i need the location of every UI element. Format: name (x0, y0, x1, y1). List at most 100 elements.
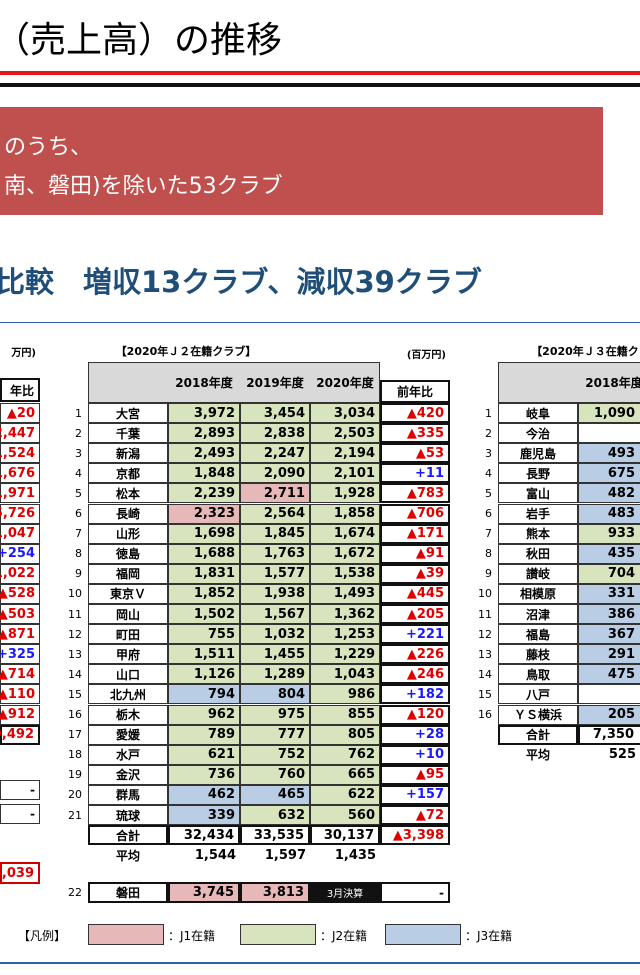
row-number: 18 (68, 748, 82, 762)
club-name: 八戸 (498, 684, 578, 705)
club-name: 東京Ｖ (88, 583, 168, 604)
blank-cell: - (0, 780, 40, 800)
value-cell: 933 (578, 523, 640, 544)
row-number: 2 (75, 426, 82, 440)
legend-label: ：J1在籍 (168, 928, 216, 943)
change-cell: ▲783 (380, 483, 450, 504)
column-header: 2018年度 (585, 375, 640, 390)
value-cell: 665 (310, 764, 380, 785)
value-cell: 3,745 (168, 882, 240, 903)
value-cell: 1,672 (310, 543, 380, 564)
change-cell: ▲714 (0, 664, 40, 685)
legend-swatch (385, 924, 461, 945)
caption: 【2020年Ｊ２在籍クラブ】 (115, 345, 257, 358)
change-cell: +221 (380, 624, 450, 645)
value-cell: 1,928 (310, 483, 380, 504)
row-number: 1 (485, 406, 492, 420)
total-cell: 33,535 (240, 825, 310, 846)
value-cell: 736 (168, 764, 240, 785)
total-cell: 32,434 (168, 825, 240, 846)
club-name: 徳島 (88, 543, 168, 564)
row-number: 11 (68, 607, 82, 621)
value-cell: 752 (240, 744, 310, 765)
club-name: 鹿児島 (498, 443, 578, 464)
value-cell: 794 (168, 684, 240, 705)
club-name: 岡山 (88, 604, 168, 624)
value-cell: 855 (310, 704, 380, 725)
row-number: 16 (478, 708, 492, 721)
club-name: 磐田 (88, 882, 168, 903)
value-cell: 339 (168, 805, 240, 825)
row-number: 14 (478, 667, 492, 681)
value-cell: 789 (168, 724, 240, 745)
value-cell: 2,090 (240, 463, 310, 484)
club-name: 福島 (498, 624, 578, 645)
club-name: 山形 (88, 523, 168, 544)
value-cell: 291 (578, 644, 640, 665)
change-cell: ▲706 (380, 503, 450, 524)
column-header: 2018年度 (175, 375, 233, 390)
row-number: 6 (485, 507, 492, 520)
legend-title: 【凡例】 (18, 928, 67, 943)
row-number: 12 (68, 627, 82, 641)
value-cell: 462 (168, 784, 240, 805)
club-name: 町田 (88, 624, 168, 645)
value-cell: 804 (240, 684, 310, 705)
club-name: 平均 (115, 848, 140, 863)
value-cell: 465 (240, 784, 310, 805)
unit-label: (百万円) (406, 349, 446, 361)
value-cell: 2,493 (168, 443, 240, 464)
row-number: 11 (478, 607, 492, 621)
club-name: 秋田 (498, 543, 578, 564)
club-name: 栃木 (88, 704, 168, 725)
change-cell: ▲335 (380, 423, 450, 444)
banner-line: のうち、 (4, 135, 93, 160)
value-cell: 560 (310, 805, 380, 825)
club-name: 京都 (88, 463, 168, 484)
club-name: 岐阜 (498, 403, 578, 423)
subtitle: 比較 増収13クラブ、減収39クラブ (0, 265, 482, 299)
club-name: 福岡 (88, 563, 168, 584)
value-cell: 1,289 (240, 664, 310, 685)
black-rule (0, 83, 640, 87)
row-number: 3 (485, 446, 492, 460)
value-cell: 483 (578, 503, 640, 524)
change-cell: +182 (380, 684, 450, 705)
club-name: 大宮 (88, 403, 168, 423)
value-cell: 1,852 (168, 583, 240, 604)
club-name: 相模原 (498, 583, 578, 604)
club-name: 水戸 (88, 744, 168, 765)
change-cell: +11 (380, 463, 450, 484)
value-cell: 1,511 (168, 644, 240, 665)
value-cell: 435 (578, 543, 640, 564)
change-cell: 1,676 (0, 463, 40, 484)
value-cell: 2,247 (240, 443, 310, 464)
row-number: 20 (68, 788, 82, 802)
extra-cell: 3,039 (0, 862, 40, 884)
club-name: 愛媛 (88, 724, 168, 745)
value-cell: 2,101 (310, 463, 380, 484)
value-cell: 205 (578, 704, 640, 725)
value-cell: 1,362 (310, 604, 380, 624)
row-number: 6 (75, 507, 82, 520)
club-name: 讃岐 (498, 563, 578, 584)
change-cell: ▲226 (380, 644, 450, 665)
change-cell: 1,524 (0, 443, 40, 464)
club-name: 松本 (88, 483, 168, 504)
value-cell: 1,848 (168, 463, 240, 484)
club-name: 合計 (498, 724, 578, 745)
change-cell: ▲72 (380, 805, 450, 825)
club-name: 鳥取 (498, 664, 578, 685)
club-name: 今治 (498, 423, 578, 444)
change-cell: ▲205 (380, 604, 450, 624)
change-cell: ▲20 (0, 403, 40, 423)
change-cell: 5,726 (0, 503, 40, 524)
value-cell: 1,577 (240, 563, 310, 584)
row-number: 8 (75, 547, 82, 561)
value-cell: 1,126 (168, 664, 240, 685)
row-number: 10 (478, 587, 492, 601)
value-cell: 3,454 (240, 403, 310, 423)
change-cell: ▲246 (380, 664, 450, 685)
change-cell: +254 (0, 543, 40, 564)
row-number: 9 (485, 567, 492, 581)
